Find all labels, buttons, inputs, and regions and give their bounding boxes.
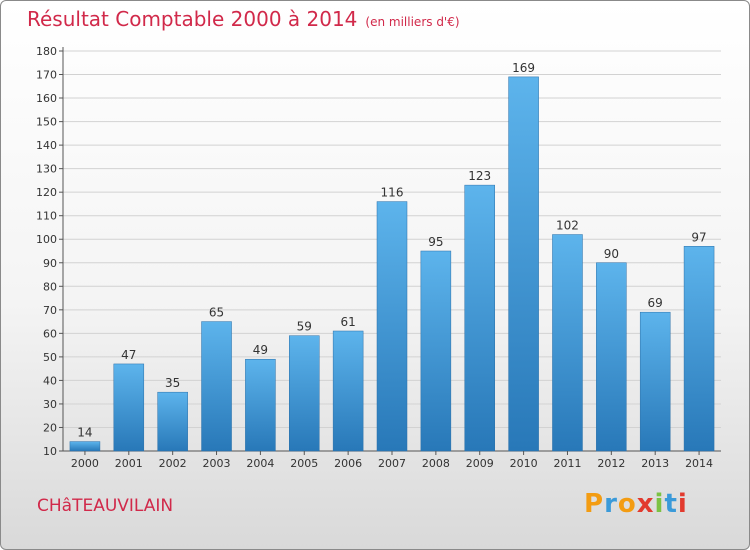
x-tick-label-2000: 2000 <box>71 457 99 470</box>
data-label-2013: 69 <box>648 296 663 310</box>
bar-2008 <box>420 250 452 452</box>
y-tick-label: 30 <box>43 398 57 411</box>
proxiti-logo: Proxiti <box>584 489 688 519</box>
data-label-2008: 95 <box>428 235 443 249</box>
x-tick-label-2004: 2004 <box>246 457 274 470</box>
data-label-2003: 65 <box>209 306 224 320</box>
x-tick-label-2013: 2013 <box>641 457 669 470</box>
x-tick-label-2007: 2007 <box>378 457 406 470</box>
y-tick-label: 180 <box>36 45 57 58</box>
bar-2005 <box>289 335 320 452</box>
y-tick-label: 70 <box>43 304 57 317</box>
bar-2012 <box>596 262 627 452</box>
x-tick-label-2010: 2010 <box>510 457 538 470</box>
y-tick-label: 120 <box>36 186 57 199</box>
y-tick-label: 100 <box>36 233 57 246</box>
y-tick-label: 170 <box>36 69 57 82</box>
bar-2001 <box>113 363 145 452</box>
bar-2007 <box>376 201 408 452</box>
y-tick-label: 110 <box>36 210 57 223</box>
x-tick-label-2005: 2005 <box>290 457 318 470</box>
logo-letter: x <box>636 489 655 519</box>
data-label-2012: 90 <box>604 247 619 261</box>
bar-2002 <box>157 391 188 452</box>
y-tick-label: 90 <box>43 257 57 270</box>
data-label-2000: 14 <box>77 426 92 440</box>
y-tick-label: 50 <box>43 351 57 364</box>
bar-2006 <box>332 330 364 452</box>
chart-title: Résultat Comptable 2000 à 2014 (en millie… <box>27 7 460 31</box>
y-tick-label: 40 <box>43 374 57 387</box>
logo-letter: r <box>604 489 618 519</box>
y-tick-label: 10 <box>43 445 57 458</box>
chart-unit-label: (en milliers d'€) <box>365 15 460 29</box>
logo-letter: i <box>677 489 688 519</box>
data-label-2009: 123 <box>468 169 491 183</box>
x-tick-label-2009: 2009 <box>466 457 494 470</box>
x-tick-label-2001: 2001 <box>115 457 143 470</box>
x-tick-label-2002: 2002 <box>159 457 187 470</box>
chart-title-text: Résultat Comptable 2000 à 2014 <box>27 7 358 31</box>
data-label-2006: 61 <box>340 315 355 329</box>
bar-2009 <box>464 184 495 452</box>
bar-2013 <box>639 311 671 452</box>
bar-2000 <box>69 441 101 452</box>
y-tick-label: 140 <box>36 139 57 152</box>
x-tick-label-2008: 2008 <box>422 457 450 470</box>
x-tick-label-2012: 2012 <box>597 457 625 470</box>
data-label-2014: 97 <box>691 230 706 244</box>
x-tick-label-2014: 2014 <box>685 457 713 470</box>
y-tick-label: 130 <box>36 163 57 176</box>
bar-2014 <box>683 246 715 452</box>
data-label-2011: 102 <box>556 219 579 233</box>
data-label-2010: 169 <box>512 61 535 75</box>
data-label-2004: 49 <box>253 343 268 357</box>
data-label-2005: 59 <box>297 320 312 334</box>
logo-letter: i <box>654 489 665 519</box>
logo-letter: t <box>664 489 678 519</box>
bar-2003 <box>201 321 232 452</box>
y-tick-label: 60 <box>43 327 57 340</box>
bar-2011 <box>552 234 583 452</box>
y-tick-label: 20 <box>43 421 57 434</box>
x-tick-label-2011: 2011 <box>553 457 581 470</box>
x-tick-label-2003: 2003 <box>203 457 231 470</box>
y-tick-label: 80 <box>43 280 57 293</box>
y-tick-label: 150 <box>36 116 57 129</box>
logo-letter: P <box>584 489 605 519</box>
x-tick-label-2006: 2006 <box>334 457 362 470</box>
logo-letter: o <box>617 489 637 519</box>
data-label-2002: 35 <box>165 376 180 390</box>
bar-2010 <box>508 76 539 452</box>
data-label-2001: 47 <box>121 348 136 362</box>
data-label-2007: 116 <box>381 186 404 200</box>
bar-2004 <box>245 358 276 452</box>
y-tick-label: 160 <box>36 92 57 105</box>
commune-name: CHâTEAUVILAIN <box>37 496 174 516</box>
